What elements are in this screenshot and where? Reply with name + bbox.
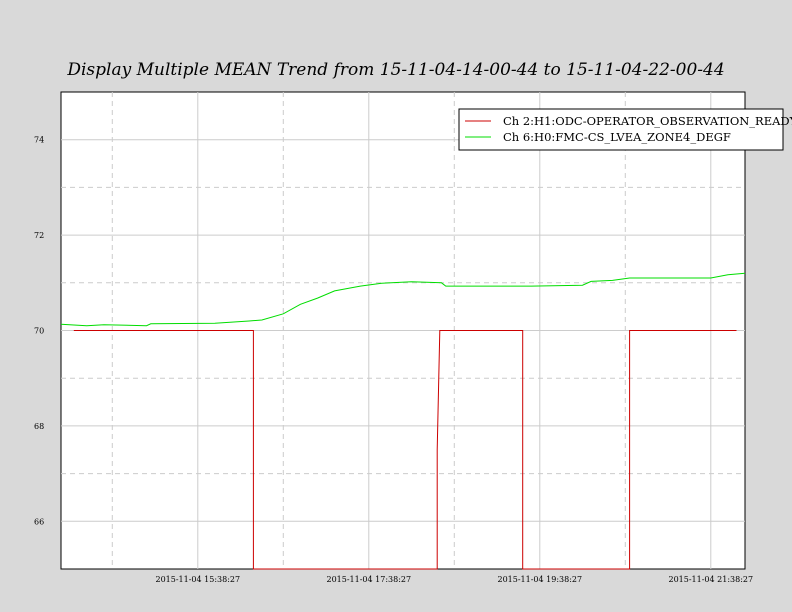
y-tick-label: 72 [34,231,44,240]
legend: Ch 2:H1:ODC-OPERATOR_OBSERVATION_READY C… [458,108,792,151]
y-tick-label: 68 [34,422,44,431]
legend-label-0: Ch 2:H1:ODC-OPERATOR_OBSERVATION_READY [503,114,792,128]
x-tick-label: 2015-11-04 21:38:27 [668,575,753,584]
x-tick-label: 2015-11-04 15:38:27 [155,575,240,584]
chart-title: Display Multiple MEAN Trend from 15-11-0… [67,60,725,80]
series-line-1 [60,272,746,327]
y-tick-label: 74 [34,136,44,145]
y-tick-label: 66 [34,517,44,526]
series-line-0 [73,330,737,570]
legend-label-1: Ch 6:H0:FMC-CS_LVEA_ZONE4_DEGF [503,130,731,144]
x-tick-label: 2015-11-04 19:38:27 [497,575,582,584]
x-tick-label: 2015-11-04 17:38:27 [326,575,411,584]
y-tick-label: 70 [34,327,44,336]
axis-labels: 66 68 70 72 74 2015-11-04 15:38:27 2015-11-04 … [34,136,753,584]
series-layer [60,272,746,570]
legend-box [458,108,784,151]
